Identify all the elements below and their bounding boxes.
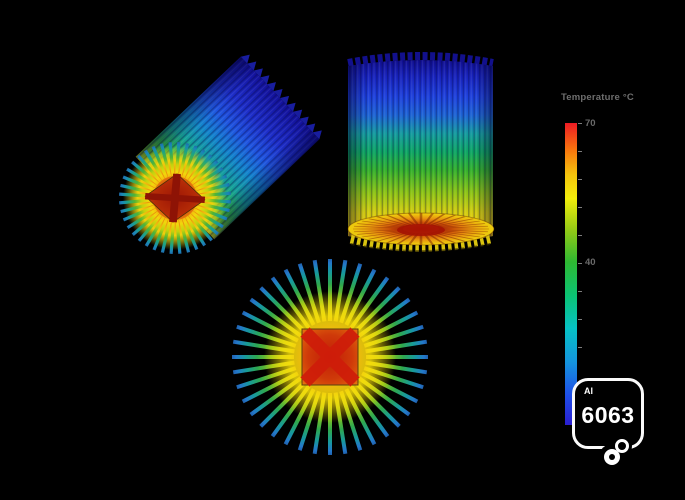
material-badge: Al 6063 xyxy=(572,378,644,470)
legend-title: Temperature °C xyxy=(561,92,634,103)
colorbar-max-label: 70 xyxy=(585,118,596,129)
heat-source-die-iso xyxy=(144,173,206,223)
heat-source-die-front xyxy=(300,327,360,387)
bottom-fin-fringe xyxy=(349,232,492,252)
alloy-number: 6063 xyxy=(581,402,635,428)
heatsink-front-view xyxy=(232,259,428,455)
temperature-colorbar xyxy=(565,123,577,425)
simulation-logo-icon xyxy=(599,436,632,470)
colorbar-mid-label: 40 xyxy=(585,257,596,268)
radial-fins-face xyxy=(119,142,231,254)
bottom-hot-core xyxy=(397,224,445,236)
bottom-fin-shadow xyxy=(350,243,491,252)
element-symbol: Al xyxy=(584,386,593,396)
heatsink-body-side xyxy=(348,60,493,244)
bottom-face-fins xyxy=(353,213,489,245)
heatsink-isometric-view xyxy=(119,54,322,254)
heatsink-side-view xyxy=(347,52,495,252)
top-fin-tips xyxy=(347,52,494,67)
colorbar-ticks xyxy=(578,123,583,348)
